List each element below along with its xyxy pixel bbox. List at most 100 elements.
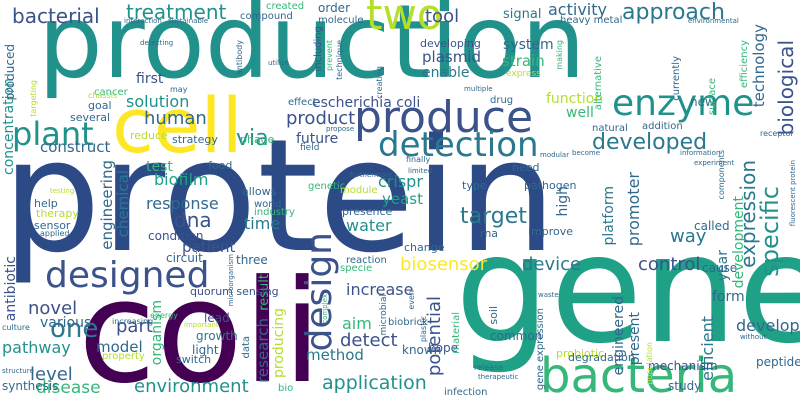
word-microbial: microbial: [379, 294, 389, 336]
word-specific: specific: [756, 186, 784, 277]
word-order: order: [318, 1, 350, 15]
word-various: various: [40, 315, 92, 331]
word-express: express: [506, 69, 541, 79]
word-compound: compound: [240, 11, 293, 22]
word-help: help: [34, 197, 58, 210]
word-increase: increase: [346, 280, 414, 299]
word-detecting: detecting: [140, 39, 174, 47]
word-culture: culture: [2, 323, 30, 332]
word-natural: natural: [592, 123, 628, 134]
word-strain: strain: [502, 52, 545, 70]
word-important: important: [184, 321, 219, 329]
word-release: release: [474, 363, 504, 372]
word-condition: condition: [148, 229, 204, 243]
word-coli: coli: [78, 250, 322, 400]
word-therapy: therapy: [36, 207, 79, 220]
word-improve: improve: [528, 225, 574, 238]
word-material: material: [451, 312, 462, 354]
word-produced: produced: [3, 44, 17, 101]
word-fluorescent-protein: fluorescent protein: [789, 160, 797, 227]
word-cancer: cancer: [94, 87, 128, 98]
word-energy: energy: [150, 311, 178, 320]
word-presence: presence: [342, 205, 393, 218]
word-propose: propose: [326, 125, 355, 133]
word-pathway: pathway: [2, 338, 71, 357]
word-produce: produce: [354, 92, 534, 143]
word-peptide: peptide: [756, 355, 800, 369]
word-phage: phage: [240, 133, 275, 146]
word-signal: signal: [503, 7, 542, 22]
word-cell: cell: [112, 81, 243, 170]
word-biofilm: biofilm: [154, 170, 209, 189]
word-crispr: crispr: [378, 172, 423, 191]
word-world: world: [254, 199, 282, 210]
word-water: water: [346, 216, 392, 235]
word-interaction: interaction: [124, 17, 162, 25]
word-yeast: yeast: [382, 190, 423, 208]
word-bio: bio: [278, 383, 294, 394]
word-novel: novel: [28, 298, 78, 319]
word-promoter: promoter: [624, 172, 643, 247]
word-drug: drug: [490, 95, 514, 106]
word-antibody: antibody: [235, 40, 244, 76]
word-allows: allows: [242, 185, 277, 198]
word-efficiency: efficiency: [739, 40, 750, 89]
word-one: one: [50, 314, 99, 344]
word-plasmid: plasmid: [422, 48, 481, 66]
word-form: form: [712, 289, 745, 305]
word-quorum-sensing: quorum sensing: [190, 285, 279, 298]
word-production: production: [38, 0, 586, 102]
word-known: known: [402, 343, 442, 357]
word-switch: switch: [176, 353, 212, 366]
word-targeting: targeting: [29, 80, 38, 117]
word-light: light: [192, 343, 219, 357]
word-without: without: [740, 333, 767, 341]
word-biological: biological: [774, 40, 798, 136]
word-way: way: [670, 226, 707, 247]
word-level: level: [30, 364, 73, 385]
word-structure: structure: [2, 367, 34, 375]
word-increasing: increasing: [112, 317, 154, 326]
word-molecule: molecule: [318, 15, 364, 26]
word-mechanism: mechanism: [648, 359, 718, 373]
word-design: design: [299, 232, 340, 352]
word-developing: developing: [420, 37, 481, 50]
word-information: information: [680, 149, 721, 157]
word-chemical: chemical: [114, 170, 132, 238]
word-testing: testing: [50, 187, 75, 195]
word-technology: technology: [750, 24, 768, 108]
word-infection: infection: [444, 387, 488, 398]
word-human: human: [144, 108, 207, 129]
word-target: target: [460, 204, 527, 229]
word-field: field: [300, 143, 320, 153]
word-microorganism: microorganism: [227, 254, 235, 307]
word-via: via: [236, 126, 269, 151]
word-applied: applied: [40, 229, 70, 238]
word-surface: surface: [707, 78, 718, 115]
word-may: may: [170, 85, 188, 94]
word-new: new: [690, 95, 715, 109]
word-organism: organism: [149, 300, 165, 366]
word-dna: dna: [174, 208, 212, 232]
word-method: method: [306, 346, 364, 364]
word-creating: creating: [375, 66, 384, 99]
word-genetic: genetic: [308, 181, 346, 192]
word-antibiotic: antibiotic: [3, 256, 19, 322]
word-well: well: [566, 105, 594, 121]
word-heavy-metal: heavy metal: [560, 15, 623, 26]
word-time: time: [244, 214, 281, 233]
word-model: model: [96, 338, 143, 356]
word-aim: aim: [342, 314, 372, 333]
word-effect: effect: [288, 97, 317, 108]
word-response: response: [146, 194, 219, 213]
word-data: data: [241, 336, 252, 359]
word-growth: growth: [196, 329, 238, 343]
word-goal: goal: [88, 99, 112, 112]
word-even: even: [407, 290, 416, 310]
word-utilize: utilize: [268, 59, 289, 67]
word-activity: activity: [548, 0, 607, 19]
word-receptor: receptor: [760, 129, 794, 138]
word-bacteria: bacteria: [540, 348, 738, 400]
word-components: components: [717, 150, 726, 200]
